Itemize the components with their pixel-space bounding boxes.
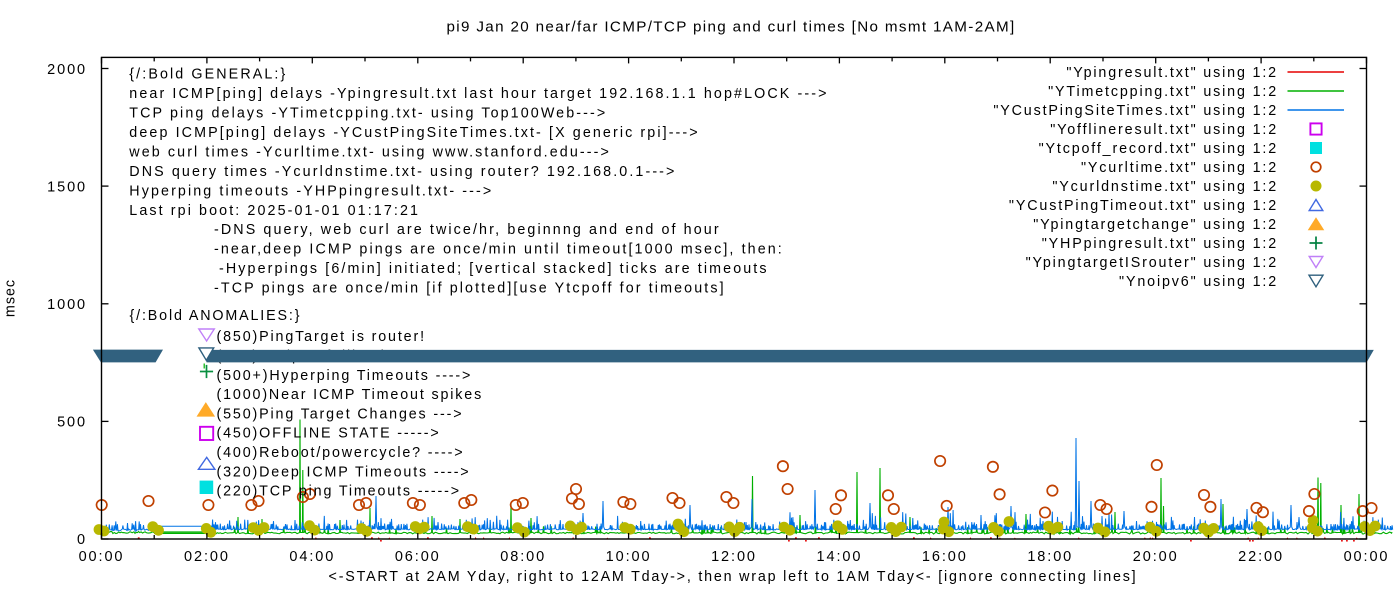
svg-text:08:00: 08:00 bbox=[500, 549, 546, 565]
svg-text:Hyperping timeouts -YHPpingres: Hyperping timeouts -YHPpingresult.txt- -… bbox=[129, 183, 493, 199]
svg-text:Last rpi boot: 2025-01-01 01:1: Last rpi boot: 2025-01-01 01:17:21 bbox=[129, 203, 420, 219]
svg-text:"Ynoipv6" using 1:2: "Ynoipv6" using 1:2 bbox=[1119, 274, 1278, 290]
svg-text:"YHPpingresult.txt" using 1:2: "YHPpingresult.txt" using 1:2 bbox=[1042, 236, 1278, 252]
svg-text:"Ycurldnstime.txt" using 1:2: "Ycurldnstime.txt" using 1:2 bbox=[1052, 179, 1278, 195]
svg-text:DNS query times -Ycurldnstime.: DNS query times -Ycurldnstime.txt- using… bbox=[129, 164, 676, 180]
svg-text:"Ycurltime.txt" using 1:2: "Ycurltime.txt" using 1:2 bbox=[1081, 160, 1278, 176]
svg-text:-near,deep ICMP pings are once: -near,deep ICMP pings are once/min until… bbox=[214, 242, 784, 258]
svg-text:(450)OFFLINE STATE ----->: (450)OFFLINE STATE -----> bbox=[217, 426, 441, 442]
svg-text:"Ypingtargetchange" using 1:2: "Ypingtargetchange" using 1:2 bbox=[1033, 217, 1278, 233]
svg-text:500: 500 bbox=[57, 415, 87, 431]
svg-text:{/:Bold GENERAL:}: {/:Bold GENERAL:} bbox=[129, 67, 287, 83]
svg-text:"YCustPingSiteTimes.txt" using: "YCustPingSiteTimes.txt" using 1:2 bbox=[993, 103, 1278, 119]
svg-text:pi9 Jan 20 near/far ICMP/TCP: pi9 Jan 20 near/far ICMP/TCP ping and cu… bbox=[446, 19, 1015, 36]
svg-text:(550)Ping Target Changes --->: (550)Ping Target Changes ---> bbox=[217, 406, 464, 422]
svg-text:(850)PingTarget is router!: (850)PingTarget is router! bbox=[217, 329, 426, 345]
svg-text:(1000)Near ICMP Timeout spikes: (1000)Near ICMP Timeout spikes bbox=[217, 387, 484, 403]
svg-text:deep ICMP[ping] delays -YCustP: deep ICMP[ping] delays -YCustPingSiteTim… bbox=[129, 125, 699, 141]
svg-text:04:00: 04:00 bbox=[289, 549, 335, 565]
svg-text:"Yofflineresult.txt" using 1:2: "Yofflineresult.txt" using 1:2 bbox=[1050, 122, 1278, 138]
svg-text:{/:Bold ANOMALIES:}: {/:Bold ANOMALIES:} bbox=[130, 308, 302, 324]
svg-text:1000: 1000 bbox=[47, 297, 87, 313]
svg-text:06:00: 06:00 bbox=[395, 549, 441, 565]
svg-text:-Hyperpings [6/min] initiated;: -Hyperpings [6/min] initiated; [vertical… bbox=[219, 261, 769, 277]
svg-text:22:00: 22:00 bbox=[1238, 549, 1284, 565]
svg-text:(500+)Hyperping Timeouts ---->: (500+)Hyperping Timeouts ----> bbox=[217, 368, 473, 384]
svg-text:00:00: 00:00 bbox=[1344, 549, 1390, 565]
svg-text:"YCustPingTimeout.txt" using 1: "YCustPingTimeout.txt" using 1:2 bbox=[1009, 198, 1278, 214]
svg-text:10:00: 10:00 bbox=[606, 549, 652, 565]
svg-text:"YTimetcpping.txt" using 1:2: "YTimetcpping.txt" using 1:2 bbox=[1048, 84, 1278, 100]
svg-text:00:00: 00:00 bbox=[79, 549, 125, 565]
svg-text:-DNS query, web curl are twice: -DNS query, web curl are twice/hr, begin… bbox=[214, 222, 721, 238]
svg-text:18:00: 18:00 bbox=[1027, 549, 1073, 565]
svg-text:(320)Deep ICMP Timeouts ---->: (320)Deep ICMP Timeouts ----> bbox=[217, 464, 471, 480]
svg-text:20:00: 20:00 bbox=[1133, 549, 1179, 565]
svg-text:(400)Reboot/powercycle? ---->: (400)Reboot/powercycle? ----> bbox=[217, 445, 465, 461]
svg-text:02:00: 02:00 bbox=[184, 549, 230, 565]
svg-text:14:00: 14:00 bbox=[817, 549, 863, 565]
svg-text:1500: 1500 bbox=[47, 179, 87, 195]
svg-text:2000: 2000 bbox=[47, 62, 87, 78]
svg-text:"Ytcpoff_record.txt" using 1:2: "Ytcpoff_record.txt" using 1:2 bbox=[1039, 141, 1278, 157]
svg-text:(220)TCP ping Timeouts ----->: (220)TCP ping Timeouts -----> bbox=[217, 484, 461, 500]
svg-text:near ICMP[ping] delays -Ypingr: near ICMP[ping] delays -Ypingresult.txt … bbox=[129, 86, 828, 102]
svg-text:<-START at 2AM Yday, right to: <-START at 2AM Yday, right to 12AM Tday-… bbox=[329, 569, 1138, 585]
svg-text:12:00: 12:00 bbox=[711, 549, 757, 565]
svg-text:web curl times -Ycurltime.txt-: web curl times -Ycurltime.txt- using www… bbox=[128, 144, 611, 160]
svg-text:"Ypingresult.txt" using 1:2: "Ypingresult.txt" using 1:2 bbox=[1066, 65, 1278, 81]
svg-text:16:00: 16:00 bbox=[922, 549, 968, 565]
svg-text:0: 0 bbox=[77, 532, 87, 548]
svg-text:TCP ping delays -YTimetcpping.: TCP ping delays -YTimetcpping.txt- using… bbox=[129, 106, 607, 122]
svg-text:"YpingtargetISrouter" using 1:: "YpingtargetISrouter" using 1:2 bbox=[1026, 255, 1278, 271]
svg-text:msec: msec bbox=[3, 279, 19, 317]
svg-text:-TCP pings are once/min [if pl: -TCP pings are once/min [if plotted][use… bbox=[214, 281, 726, 297]
